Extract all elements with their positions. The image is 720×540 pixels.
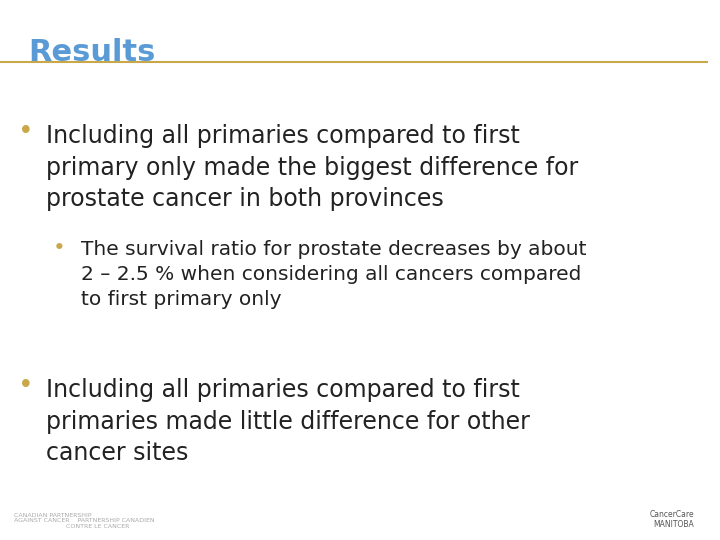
Text: The survival ratio for prostate decreases by about
2 – 2.5 % when considering al: The survival ratio for prostate decrease…: [81, 240, 587, 309]
Text: •: •: [18, 119, 33, 145]
Text: Results: Results: [28, 38, 156, 67]
Text: Including all primaries compared to first
primary only made the biggest differen: Including all primaries compared to firs…: [46, 124, 578, 211]
Text: •: •: [18, 373, 33, 399]
Text: CANADIAN PARTNERSHIP
AGAINST CANCER    PARTNERSHIP CANADIEN
                    : CANADIAN PARTNERSHIP AGAINST CANCER PART…: [14, 512, 155, 529]
Text: Including all primaries compared to first
primaries made little difference for o: Including all primaries compared to firs…: [46, 378, 530, 465]
Text: CancerCare
MANITOBA: CancerCare MANITOBA: [649, 510, 694, 529]
Text: •: •: [53, 238, 66, 258]
